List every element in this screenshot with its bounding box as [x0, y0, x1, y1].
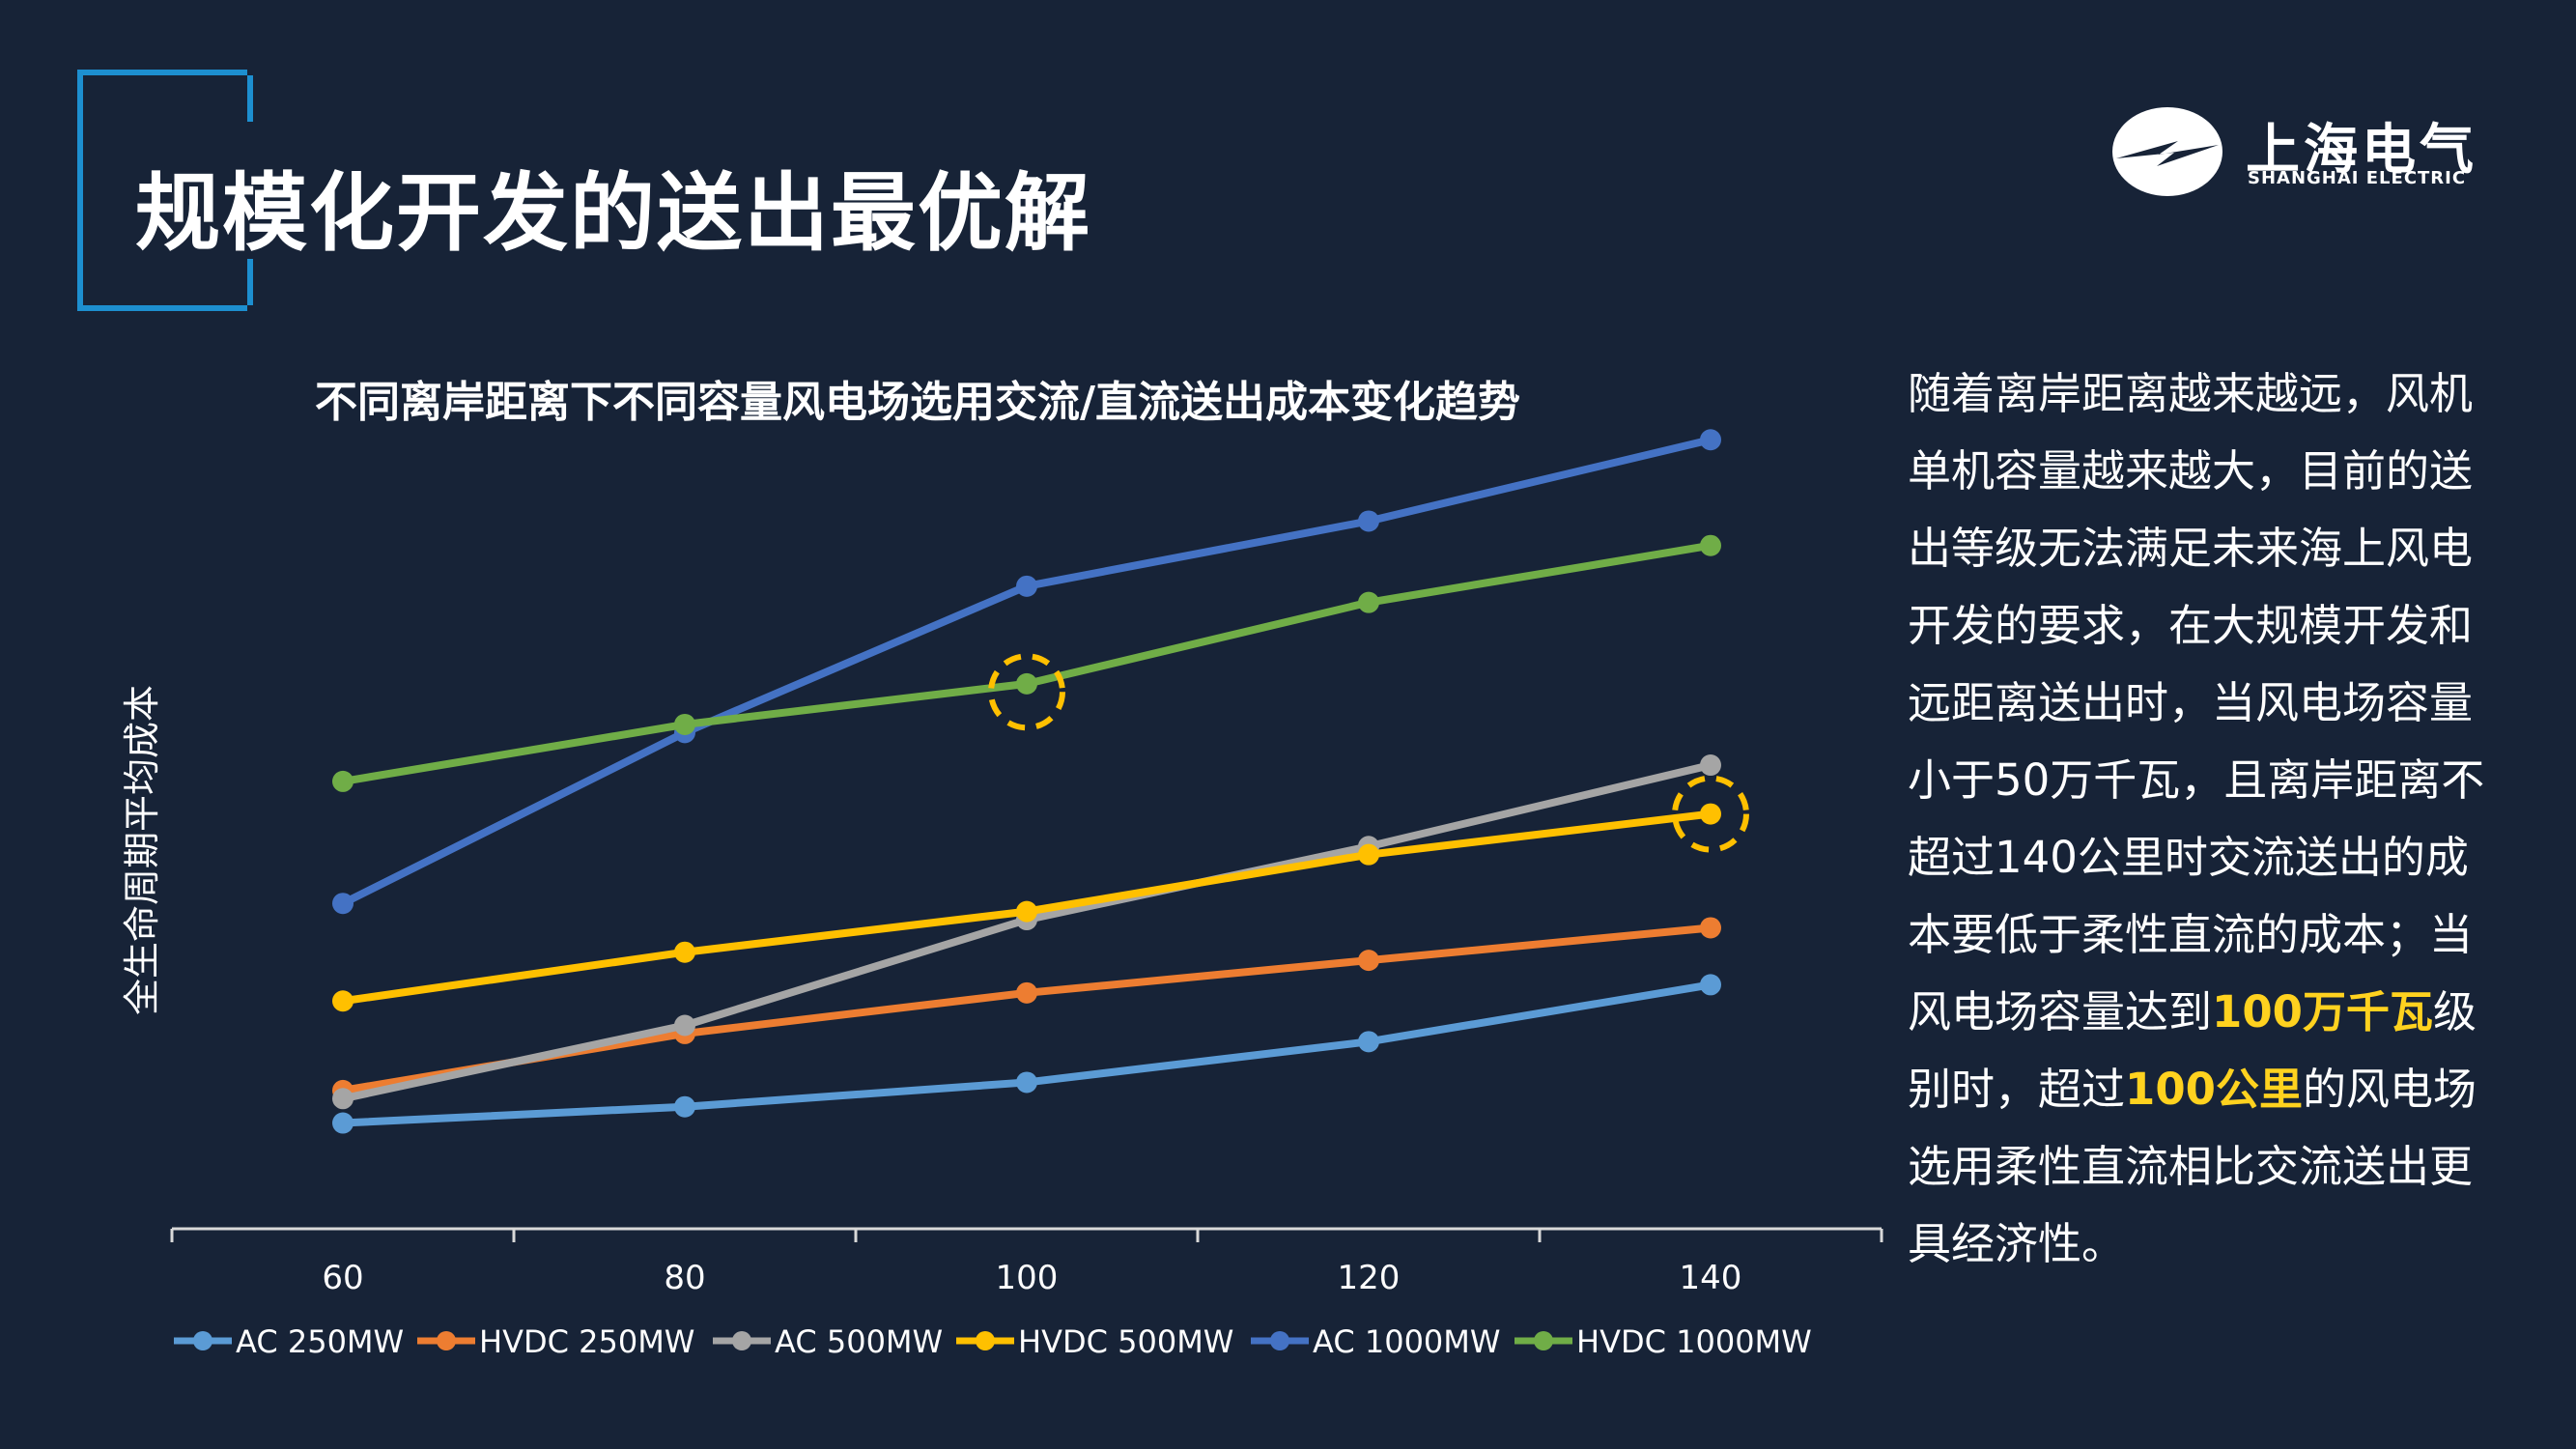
side-text-highlight-1: 100万千瓦 [2212, 986, 2433, 1037]
x-tick-label: 60 [322, 1259, 363, 1297]
side-text-highlight-2: 100公里 [2125, 1064, 2303, 1115]
y-axis-label: 全生命周期平均成本 [121, 685, 163, 1015]
data-point [674, 1095, 695, 1118]
data-point [1358, 1031, 1379, 1053]
highlight-circle-0 [988, 653, 1065, 731]
x-tick-label: 100 [996, 1259, 1059, 1297]
x-tick-label: 140 [1680, 1259, 1742, 1297]
logo-en: SHANGHAI ELECTRIC [2248, 168, 2467, 188]
x-tick-label: 80 [664, 1259, 705, 1297]
series-line-4 [341, 436, 1712, 907]
legend-label: HVDC 500MW [1018, 1323, 1233, 1360]
side-text-part1: 随着离岸距离越来越远，风机单机容量越来越大，目前的送出等级无法满足未来海上风电开… [1908, 368, 2485, 1037]
data-point [332, 1112, 354, 1134]
side-text-part3: 的风电场选用柔性直流相比交流送出更具经济性。 [1908, 1064, 2477, 1269]
shanghai-electric-logo-icon [2112, 107, 2222, 196]
data-point [1700, 917, 1721, 939]
data-point [1358, 591, 1379, 613]
data-point [332, 1088, 354, 1110]
legend-label: AC 500MW [775, 1323, 943, 1360]
data-point [1016, 575, 1037, 597]
series-line-2 [342, 761, 1712, 1103]
data-point [674, 941, 695, 963]
legend-swatch-dot [1534, 1331, 1553, 1350]
data-point [674, 1014, 695, 1037]
legend-label: HVDC 1000MW [1576, 1323, 1812, 1360]
legend-label: AC 250MW [236, 1323, 404, 1360]
title-bracket [77, 70, 253, 311]
legend-swatch-dot [732, 1331, 751, 1350]
page-title: 规模化开发的送出最优解 [135, 163, 1092, 263]
series-line-1 [342, 923, 1712, 1094]
x-tick-label: 120 [1338, 1259, 1401, 1297]
legend-swatch-dot [437, 1331, 456, 1350]
data-point [332, 770, 354, 792]
legend-swatch-dot [1270, 1331, 1289, 1350]
data-point [1016, 1071, 1037, 1094]
data-point [332, 893, 354, 915]
data-point [674, 713, 695, 735]
data-point [1700, 429, 1721, 451]
data-point [1358, 510, 1379, 532]
data-point [1700, 803, 1721, 825]
side-text-part2: 级别时，超过 [1908, 986, 2477, 1115]
logo-cn: 上海电气 [2246, 119, 2477, 182]
legend-swatch-dot [193, 1331, 212, 1350]
chart-title: 不同离岸距离下不同容量风电场选用交流/直流送出成本变化趋势 [314, 378, 1521, 427]
side-description: 随着离岸距离越来越远，风机单机容量越来越大，目前的送出等级无法满足未来海上风电开… [1908, 355, 2487, 1283]
logo: 上海电气 SHANGHAI ELECTRIC [2110, 99, 2487, 205]
legend-swatch-dot [976, 1331, 995, 1350]
data-point [332, 990, 354, 1012]
data-point [1358, 843, 1379, 866]
data-point [1016, 672, 1037, 695]
data-point [1700, 534, 1721, 556]
data-point [1016, 981, 1037, 1004]
legend-label: AC 1000MW [1313, 1323, 1501, 1360]
highlight-circle-1 [1672, 775, 1749, 853]
legend-label: HVDC 250MW [479, 1323, 694, 1360]
data-point [1358, 950, 1379, 972]
data-point [1016, 900, 1037, 923]
data-point [1700, 974, 1721, 996]
data-point [1700, 754, 1721, 777]
